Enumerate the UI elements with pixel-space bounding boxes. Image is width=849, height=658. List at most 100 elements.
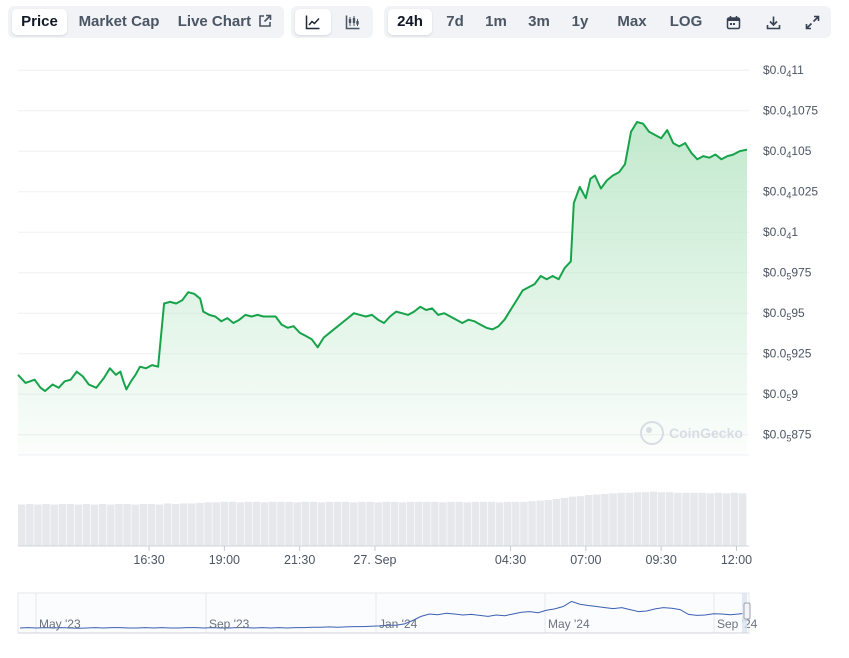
chart-type-group	[291, 6, 373, 38]
candlestick-chart-icon	[345, 15, 360, 30]
volume-bar	[714, 492, 723, 546]
volume-bar	[333, 501, 342, 546]
chart-toolbar: Price Market Cap Live Chart	[8, 6, 831, 40]
tab-price[interactable]: Price	[12, 9, 67, 35]
watermark-text: CoinGecko	[669, 425, 743, 441]
tab-live-chart[interactable]: Live Chart	[172, 9, 278, 35]
y-tick-label: $0.059	[763, 387, 798, 403]
range-3m[interactable]: 3m	[528, 13, 550, 30]
price-line[interactable]	[17, 121, 748, 392]
volume-bar	[196, 502, 204, 546]
volume-bar	[163, 503, 172, 546]
volume-bar	[277, 501, 285, 546]
volume-bar	[147, 504, 156, 546]
download-button[interactable]	[755, 9, 791, 35]
volume-bar	[390, 501, 399, 546]
volume-bar	[366, 501, 374, 546]
volume-bar	[455, 501, 463, 546]
range-1y[interactable]: 1y	[571, 13, 589, 30]
range-24h[interactable]: 24h	[388, 9, 432, 35]
volume-bar	[447, 501, 455, 546]
x-axis-labels: 16:30 19:00 21:30 27. Sep 04:30 07:00 09:30 12:…	[133, 546, 752, 567]
volume-bar	[171, 504, 180, 546]
navigator-label: May '24	[548, 617, 590, 631]
volume-bar	[730, 492, 739, 546]
volume-bar	[115, 504, 123, 546]
volume-bar	[641, 492, 650, 546]
volume-bar	[18, 504, 26, 546]
volume-bar	[325, 501, 334, 546]
volume-bar	[358, 501, 366, 546]
volume-bar	[657, 492, 666, 546]
y-tick-label: $0.04105	[763, 144, 812, 160]
navigator-label: Jan '24	[379, 617, 418, 631]
volume-bar	[285, 501, 293, 546]
volume-bar	[293, 502, 301, 546]
navigator-handle[interactable]	[743, 602, 751, 620]
volume-bar	[585, 495, 593, 546]
volume-bar	[90, 504, 99, 546]
volume-bar	[382, 501, 390, 546]
volume-bar	[188, 503, 196, 546]
volume-bar	[431, 501, 439, 546]
volume-bar	[463, 502, 471, 546]
candlestick-chart-button[interactable]	[335, 9, 371, 35]
volume-bar	[495, 502, 504, 546]
fullscreen-button[interactable]	[795, 9, 829, 35]
volume-bar	[99, 504, 107, 546]
y-tick-label: $0.0411	[763, 63, 804, 79]
volume-bar	[82, 504, 91, 546]
volume-bar	[301, 501, 309, 546]
volume-bar	[722, 493, 731, 546]
range-7d[interactable]: 7d	[446, 13, 464, 30]
navigator[interactable]: May '23 Sep '23 Jan '24 May '24 Sep '24	[17, 592, 758, 634]
volume-bar	[74, 504, 83, 546]
volume-bar	[342, 501, 350, 546]
y-tick-label: $0.05875	[763, 428, 812, 444]
y-tick-label: $0.05925	[763, 347, 812, 363]
volume-bar	[682, 492, 690, 546]
line-chart-button[interactable]	[295, 9, 331, 35]
navigator-frame	[17, 592, 750, 634]
volume-bar	[261, 502, 269, 546]
y-tick-label: $0.041	[763, 225, 798, 241]
volume-bar	[479, 501, 488, 546]
tab-market-cap[interactable]: Market Cap	[78, 13, 160, 30]
volume-bar	[58, 504, 66, 546]
x-tick-label: 04:30	[495, 553, 526, 567]
x-tick-label: 09:30	[646, 553, 677, 567]
navigator-line	[19, 600, 748, 629]
volume-bar	[439, 502, 447, 546]
live-chart-label: Live Chart	[177, 13, 252, 30]
volume-bar	[528, 501, 536, 546]
volume-bar	[180, 503, 188, 546]
y-tick-label: $0.041075	[763, 104, 818, 120]
volume-bar	[350, 502, 358, 546]
volume-bar	[42, 504, 50, 546]
volume-bar	[212, 502, 220, 546]
calendar-button[interactable]	[715, 9, 751, 35]
range-max[interactable]: Max	[617, 13, 647, 30]
x-tick-label: 27. Sep	[353, 553, 396, 567]
x-tick-label: 19:00	[209, 553, 240, 567]
volume-bar	[520, 501, 528, 546]
line-chart-icon	[305, 15, 320, 30]
calendar-icon	[726, 15, 740, 29]
metric-tab-group: Price Market Cap Live Chart	[8, 6, 284, 38]
navigator-label: Sep '24	[717, 617, 758, 631]
volume-bar	[50, 504, 58, 546]
volume-bar	[593, 494, 601, 546]
coingecko-logo-icon	[640, 421, 664, 445]
volume-bar	[66, 504, 75, 546]
volume-bar	[560, 497, 569, 546]
x-tick-label: 07:00	[570, 553, 601, 567]
coingecko-watermark: CoinGecko	[640, 421, 743, 445]
volume-bar	[374, 502, 382, 546]
range-1m[interactable]: 1m	[485, 13, 507, 30]
volume-bar	[423, 501, 431, 546]
range-log[interactable]: LOG	[669, 13, 703, 30]
volume-bar	[269, 501, 277, 546]
volume-bar	[738, 493, 747, 546]
volume-bar	[414, 501, 423, 546]
navigator-grid	[35, 593, 715, 633]
